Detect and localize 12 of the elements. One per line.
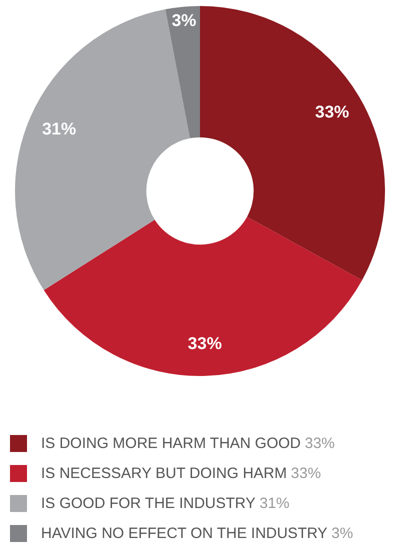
text: 3% <box>331 524 354 542</box>
text: 31% <box>259 494 290 512</box>
legend-label: HAVING NO EFFECT ON THE INDUSTRY <box>41 524 328 542</box>
legend-label: IS NECESSARY BUT DOING HARM <box>41 464 287 482</box>
data-label: 3% <box>172 11 196 30</box>
data-label: 31% <box>42 120 76 139</box>
legend-label: IS DOING MORE HARM THAN GOOD <box>41 434 301 452</box>
text: 33% <box>290 464 321 482</box>
legend-label: IS GOOD FOR THE INDUSTRY <box>41 494 256 512</box>
data-label: 33% <box>315 102 350 122</box>
text: 33% <box>304 434 335 452</box>
data-label: 33% <box>188 334 222 354</box>
